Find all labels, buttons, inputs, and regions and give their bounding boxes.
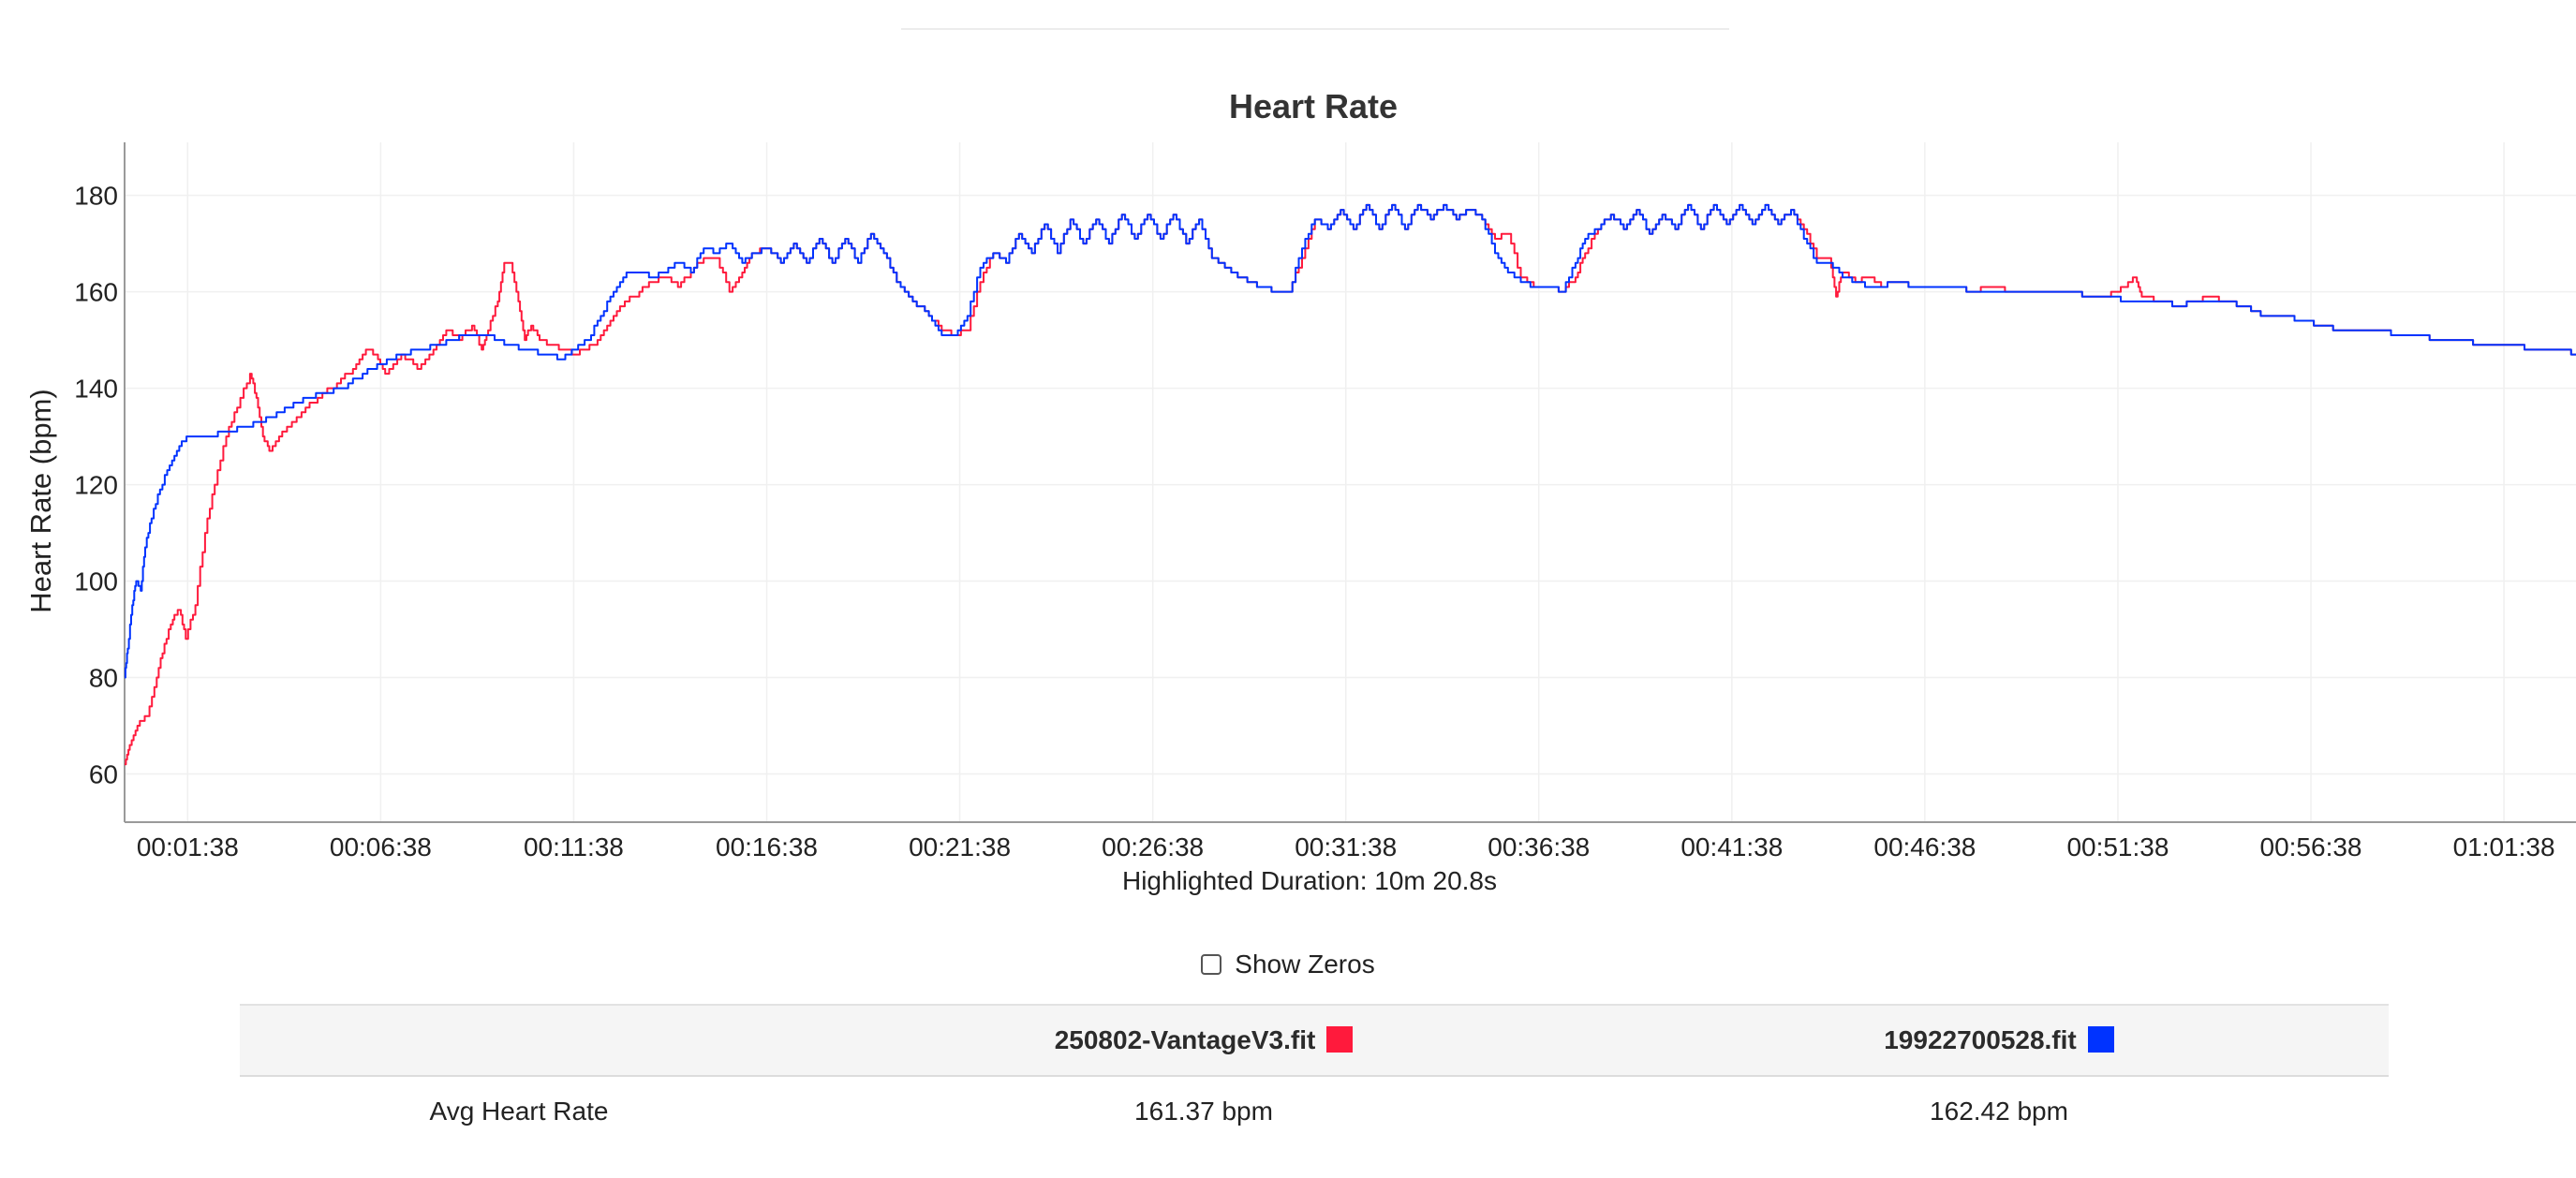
x-tick-label: 00:56:38 xyxy=(2260,832,2362,861)
stats-header-file-b: 19922700528.fit xyxy=(1609,1004,2389,1077)
stats-header-file-a: 250802-VantageV3.fit xyxy=(798,1004,1609,1077)
y-tick-label: 140 xyxy=(74,375,118,404)
x-ticks: 00:01:38 00:06:38 00:11:38 00:16:38 00:21:38… xyxy=(137,832,2555,861)
stats-table: 250802-VantageV3.fit 19922700528.fit Avg… xyxy=(240,1004,2389,1146)
grid xyxy=(125,142,2576,822)
x-tick-label: 00:31:38 xyxy=(1295,832,1397,861)
x-tick-label: 00:36:38 xyxy=(1488,832,1590,861)
x-tick-label: 00:21:38 xyxy=(909,832,1011,861)
show-zeros-control[interactable]: Show Zeros xyxy=(0,950,2576,979)
y-axis-label: Heart Rate (bpm) xyxy=(24,389,57,612)
x-tick-label: 01:01:38 xyxy=(2453,832,2555,861)
x-tick-label: 00:51:38 xyxy=(2066,832,2169,861)
y-tick-label: 120 xyxy=(74,471,118,500)
file-a-color-swatch xyxy=(1326,1026,1354,1053)
stats-value-file-a: 161.37 bpm xyxy=(1134,1097,1273,1126)
axes xyxy=(124,142,2576,823)
x-tick-label: 00:01:38 xyxy=(137,832,239,861)
file-b-color-swatch xyxy=(2087,1026,2114,1053)
highlighted-duration: Highlighted Duration: 10m 20.8s xyxy=(1122,866,1497,895)
series-line-19922700528 xyxy=(124,203,2576,679)
series-layer xyxy=(124,203,2576,766)
stats-header-row: 250802-VantageV3.fit 19922700528.fit xyxy=(240,1004,2389,1077)
x-tick-label: 00:06:38 xyxy=(330,832,432,861)
x-tick-label: 00:46:38 xyxy=(1873,832,1976,861)
stats-header-empty xyxy=(240,1004,798,1077)
top-divider xyxy=(901,28,1729,30)
file-b-name: 19922700528.fit xyxy=(1884,1025,2077,1054)
y-tick-label: 60 xyxy=(89,760,118,789)
y-tick-label: 80 xyxy=(89,664,118,693)
stats-row-avg-heart-rate: Avg Heart Rate 161.37 bpm 162.42 bpm xyxy=(240,1076,2389,1146)
heart-rate-chart[interactable]: Heart Rate Heart Rate (bpm) 60 80 100 120 14… xyxy=(0,0,2576,936)
y-tick-label: 180 xyxy=(74,182,118,211)
show-zeros-label: Show Zeros xyxy=(1235,950,1375,979)
stats-value-file-b: 162.42 bpm xyxy=(1930,1097,2068,1126)
x-tick-label: 00:16:38 xyxy=(716,832,818,861)
stats-row-label: Avg Heart Rate xyxy=(429,1097,609,1126)
x-tick-label: 00:11:38 xyxy=(524,832,624,861)
chart-title: Heart Rate xyxy=(1229,87,1398,125)
y-ticks: 60 80 100 120 140 160 180 xyxy=(74,182,118,789)
show-zeros-checkbox[interactable] xyxy=(1201,954,1222,975)
y-tick-label: 100 xyxy=(74,567,118,596)
x-tick-label: 00:26:38 xyxy=(1102,832,1204,861)
file-a-name: 250802-VantageV3.fit xyxy=(1054,1025,1316,1054)
x-tick-label: 00:41:38 xyxy=(1680,832,1783,861)
y-tick-label: 160 xyxy=(74,278,118,307)
